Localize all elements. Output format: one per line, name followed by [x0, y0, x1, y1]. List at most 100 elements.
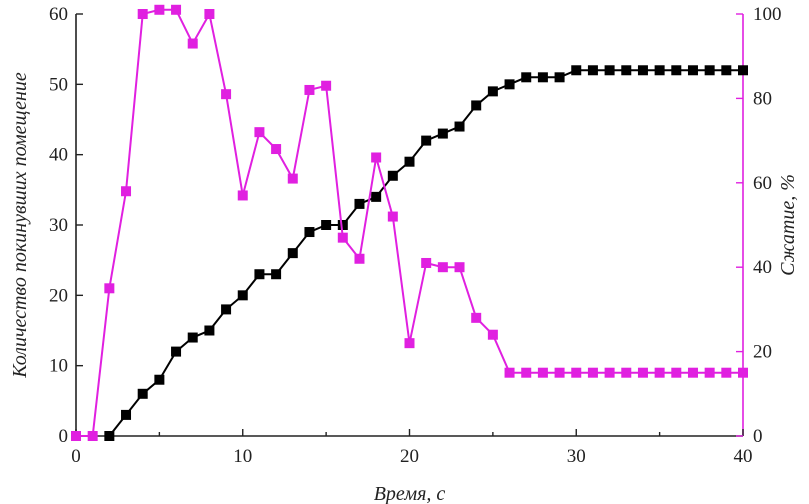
data-point: [271, 144, 282, 155]
data-point: [437, 262, 448, 273]
data-point: [321, 220, 332, 230]
data-point: [187, 38, 198, 49]
data-point: [87, 431, 98, 441]
data-point: [637, 65, 648, 76]
data-point: [637, 367, 648, 378]
data-point: [221, 304, 232, 315]
data-point: [204, 325, 215, 336]
data-point: [537, 367, 548, 378]
y-right-tick-label: 80: [753, 88, 772, 109]
x-tick-label: 20: [400, 446, 419, 467]
y-left-tick-label: 0: [59, 426, 69, 447]
data-point: [254, 269, 265, 280]
data-point: [604, 367, 615, 378]
y-axis-right-title: Сжатие, %: [777, 174, 799, 276]
series-1: [104, 65, 748, 441]
plot-area: [71, 4, 748, 441]
data-point: [471, 312, 482, 323]
data-point: [604, 65, 615, 76]
data-point: [521, 72, 532, 83]
y-right-tick-label: 0: [753, 426, 763, 447]
data-point: [487, 86, 498, 97]
data-point: [104, 431, 115, 441]
data-point: [621, 65, 632, 76]
data-point: [387, 211, 398, 222]
y-left-tick-label: 50: [49, 74, 68, 95]
data-point: [371, 191, 382, 202]
data-point: [354, 198, 365, 209]
data-point: [187, 332, 198, 343]
data-point: [721, 65, 732, 76]
data-point: [654, 367, 665, 378]
data-point: [237, 290, 248, 301]
data-point: [204, 9, 215, 19]
data-point: [121, 409, 132, 420]
series-2: [71, 4, 748, 441]
series-line: [108, 69, 743, 437]
data-point: [71, 431, 81, 441]
data-point: [504, 367, 515, 378]
data-point: [621, 367, 632, 378]
data-point: [537, 72, 548, 83]
data-point: [304, 84, 315, 95]
data-point: [554, 72, 565, 83]
data-point: [387, 170, 398, 181]
data-point: [504, 79, 515, 90]
data-point: [437, 128, 448, 139]
x-tick-label: 0: [71, 446, 81, 467]
y-right-tick-label: 40: [753, 257, 772, 278]
data-point: [454, 121, 465, 132]
data-point: [687, 65, 698, 76]
data-point: [404, 156, 415, 167]
data-point: [354, 253, 365, 264]
data-point: [137, 9, 148, 19]
data-point: [337, 232, 348, 243]
y-left-tick-label: 20: [49, 285, 68, 306]
data-point: [738, 65, 748, 76]
data-point: [171, 4, 182, 15]
y-axis-left-title: Количество покинувших помещение: [9, 72, 31, 379]
data-point: [287, 248, 298, 259]
data-point: [154, 4, 165, 15]
data-point: [554, 367, 565, 378]
x-tick-label: 40: [734, 446, 753, 467]
x-axis-title: Время, с: [374, 483, 446, 504]
data-point: [121, 186, 132, 197]
data-point: [171, 346, 182, 357]
y-left-tick-label: 30: [49, 215, 68, 236]
data-point: [704, 367, 715, 378]
data-point: [521, 367, 532, 378]
data-point: [471, 100, 482, 111]
y-left-tick-label: 10: [49, 356, 68, 377]
data-point: [337, 220, 348, 230]
data-point: [571, 367, 582, 378]
data-point: [421, 257, 432, 268]
data-point: [154, 374, 165, 385]
data-point: [687, 367, 698, 378]
data-point: [321, 80, 332, 91]
data-point: [738, 367, 748, 378]
data-point: [421, 135, 432, 146]
y-left-tick-label: 60: [49, 4, 68, 25]
data-point: [654, 65, 665, 76]
data-point: [721, 367, 732, 378]
data-point: [137, 388, 148, 399]
data-point: [587, 367, 598, 378]
data-point: [271, 269, 282, 280]
data-point: [671, 65, 682, 76]
y-left-tick-label: 40: [49, 145, 68, 166]
data-point: [371, 152, 382, 163]
data-point: [104, 283, 115, 294]
y-right-tick-label: 60: [753, 173, 772, 194]
data-point: [571, 65, 582, 76]
x-tick-label: 30: [567, 446, 586, 467]
x-tick-label: 10: [233, 446, 252, 467]
data-point: [487, 329, 498, 340]
data-point: [704, 65, 715, 76]
data-point: [287, 173, 298, 184]
data-point: [671, 367, 682, 378]
data-point: [221, 89, 232, 100]
